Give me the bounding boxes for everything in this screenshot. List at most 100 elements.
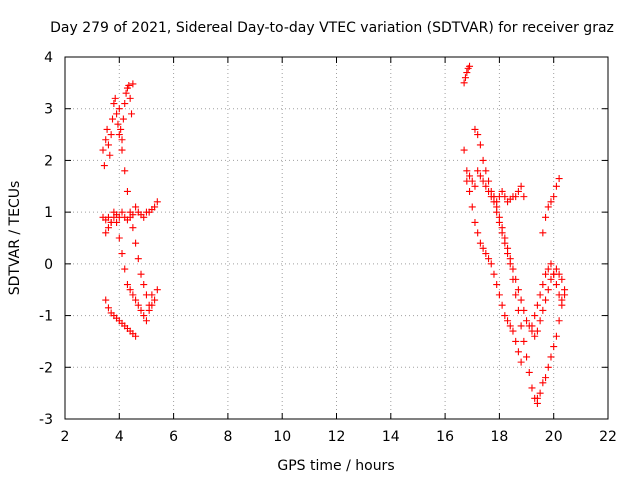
data-point — [547, 353, 555, 361]
series-10 — [490, 193, 566, 340]
data-point — [552, 265, 560, 273]
series-13 — [528, 260, 569, 330]
series-9 — [463, 167, 528, 206]
series-6 — [460, 62, 474, 87]
data-point — [151, 296, 159, 304]
data-point — [501, 234, 509, 242]
data-point — [523, 353, 531, 361]
data-point — [114, 120, 122, 128]
data-point — [514, 348, 522, 356]
data-point — [104, 304, 112, 312]
data-point — [536, 291, 544, 299]
data-point — [123, 281, 131, 289]
data-point — [550, 343, 558, 351]
data-point — [468, 203, 476, 211]
y-tick-label: -1 — [39, 309, 53, 325]
data-point — [555, 175, 563, 183]
data-point — [485, 187, 493, 195]
chart-title: Day 279 of 2021, Sidereal Day-to-day VTE… — [50, 20, 614, 36]
x-tick-label: 22 — [599, 429, 617, 445]
data-point — [498, 301, 506, 309]
data-point — [520, 306, 528, 314]
data-point — [525, 368, 533, 376]
data-point — [99, 146, 107, 154]
data-point — [134, 255, 142, 263]
data-point — [544, 363, 552, 371]
series-4 — [102, 296, 140, 340]
data-point — [517, 358, 525, 366]
data-point — [142, 317, 150, 325]
data-point — [533, 394, 541, 402]
data-point — [463, 167, 471, 175]
data-point — [544, 286, 552, 294]
data-point — [100, 162, 108, 170]
grid-lines — [65, 57, 608, 419]
data-point — [514, 286, 522, 294]
data-point — [490, 193, 498, 201]
data-point — [482, 182, 490, 190]
data-point — [109, 115, 117, 123]
data-point — [512, 337, 520, 345]
data-point — [498, 187, 506, 195]
data-point — [115, 131, 123, 139]
data-point — [121, 265, 129, 273]
data-point — [558, 296, 566, 304]
data-point — [476, 141, 484, 149]
data-point — [123, 187, 131, 195]
data-point — [126, 286, 134, 294]
data-point — [137, 270, 145, 278]
x-tick-label: 20 — [545, 429, 563, 445]
y-axis-label: SDTVAR / TECUs — [7, 181, 23, 296]
data-point — [528, 322, 536, 330]
data-point — [466, 62, 474, 70]
data-point — [471, 218, 479, 226]
data-point — [555, 317, 563, 325]
x-tick-label: 10 — [273, 429, 291, 445]
x-axis-label: GPS time / hours — [277, 458, 394, 474]
data-point — [102, 229, 110, 237]
series-1 — [99, 80, 137, 170]
data-point — [111, 94, 119, 102]
data-point — [479, 177, 487, 185]
data-point — [539, 281, 547, 289]
data-point — [512, 193, 520, 201]
data-point — [558, 275, 566, 283]
data-point — [110, 208, 118, 216]
data-point — [517, 322, 525, 330]
series-7 — [460, 146, 525, 366]
data-point — [463, 69, 471, 77]
data-point — [471, 182, 479, 190]
data-point — [117, 125, 125, 133]
data-point — [528, 384, 536, 392]
data-point — [547, 275, 555, 283]
data-point — [128, 110, 136, 118]
data-point — [115, 105, 123, 113]
series-8 — [471, 125, 541, 407]
y-tick-label: 4 — [44, 50, 53, 66]
data-point — [140, 312, 148, 320]
data-point — [102, 296, 110, 304]
data-point — [148, 291, 156, 299]
data-point — [113, 218, 121, 226]
data-point — [125, 81, 133, 89]
x-tick-label: 14 — [382, 429, 400, 445]
y-tick-label: 2 — [44, 153, 53, 169]
data-point — [506, 255, 514, 263]
data-point — [476, 172, 484, 180]
x-tick-label: 2 — [61, 429, 70, 445]
x-tick-label: 16 — [436, 429, 454, 445]
data-point — [466, 172, 474, 180]
data-point — [531, 332, 539, 340]
data-point — [134, 301, 142, 309]
data-point — [490, 270, 498, 278]
data-point — [466, 187, 474, 195]
data-point — [479, 244, 487, 252]
data-point — [542, 270, 550, 278]
data-point — [140, 213, 148, 221]
data-point — [501, 193, 509, 201]
data-point — [482, 250, 490, 258]
data-point — [544, 203, 552, 211]
data-point — [132, 332, 140, 340]
data-point — [129, 291, 137, 299]
